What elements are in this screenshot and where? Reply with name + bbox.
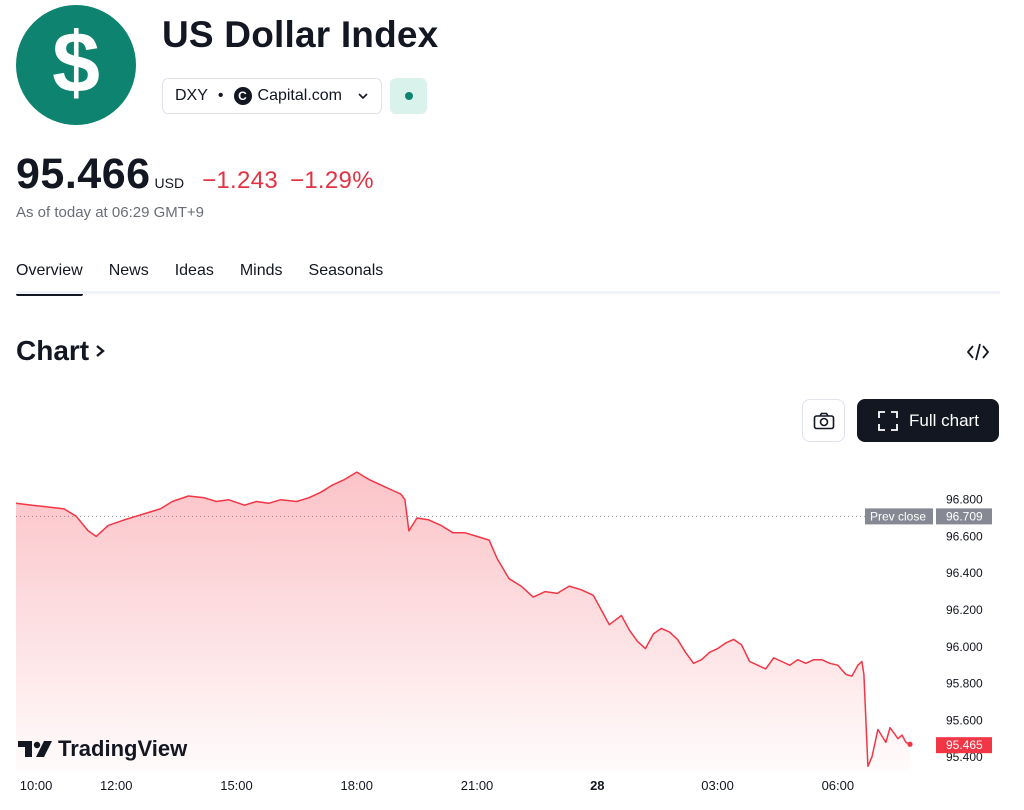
tradingview-logo-icon [18,741,52,757]
y-tick-label: 96.200 [946,603,983,617]
x-tick-label: 03:00 [701,778,734,793]
page-title: US Dollar Index [162,14,439,55]
x-tick-label: 28 [590,778,604,793]
y-tick-label: 95.800 [946,677,983,691]
x-tick-label: 15:00 [220,778,253,793]
price-chart[interactable]: 96.800 96.600 96.400 96.200 96.000 95.800 95.6… [0,450,1024,810]
x-tick-label: 21:00 [461,778,494,793]
chevron-down-icon [358,93,368,100]
fullscreen-icon [878,410,898,431]
tab-news[interactable]: News [108,262,149,279]
exchange-name: Capital.com [257,87,342,104]
chart-section-link[interactable]: Chart [16,335,107,367]
full-chart-label: Full chart [909,410,979,430]
separator-dot: • [217,87,224,104]
tab-divider [16,291,1000,294]
code-icon[interactable] [964,338,992,366]
y-tick-label: 96.800 [946,493,983,507]
exchange-logo-icon: C [233,87,252,105]
snapshot-button[interactable] [802,399,845,442]
currency: USD [154,175,185,191]
x-tick-label: 06:00 [822,778,855,793]
x-tick-label: 10:00 [20,778,53,793]
symbol-exchange-selector[interactable]: DXY • C Capital.com [162,78,382,114]
dollar-logo-symbol: $ [52,15,100,111]
full-chart-button[interactable]: Full chart [857,399,999,442]
prev-close-name: Prev close [870,509,926,523]
last-price: 95.466 [16,150,151,198]
price-area-fill [16,472,910,770]
tab-ideas[interactable]: Ideas [174,262,214,279]
dollar-logo: $ [16,5,136,125]
chart-heading-text: Chart [16,335,90,366]
ticker-symbol: DXY [175,87,208,104]
x-tick-label: 18:00 [340,778,373,793]
prev-close-label: Prev close 96.709 [865,508,992,525]
tradingview-brand-text: TradingView [58,736,188,761]
market-status-indicator[interactable] [390,78,427,114]
chevron-right-icon [96,345,105,357]
tab-minds[interactable]: Minds [239,262,283,279]
last-price-value: 95.465 [946,738,983,752]
y-tick-label: 96.600 [946,529,983,543]
y-tick-label: 95.600 [946,713,983,727]
tradingview-brand[interactable]: TradingView [18,736,187,762]
tab-bar: Overview News Ideas Minds Seasonals [16,262,384,296]
y-tick-label: 96.400 [946,566,983,580]
tab-overview[interactable]: Overview [16,262,83,296]
price-change: −1.243 [202,167,278,194]
last-price-label: 95.465 [936,737,992,754]
y-tick-label: 96.000 [946,640,983,654]
quote-row: 95.466 USD −1.243 −1.29% [16,150,374,199]
y-tick-label: 95.400 [946,750,983,764]
camera-icon [813,412,834,429]
prev-close-value: 96.709 [946,509,983,523]
price-series-line [15,471,911,768]
as-of-timestamp: As of today at 06:29 GMT+9 [16,204,205,221]
tab-seasonals[interactable]: Seasonals [308,262,384,279]
x-tick-label: 12:00 [100,778,133,793]
last-price-dot [907,741,913,747]
status-dot-icon [404,92,413,100]
price-change-percent: −1.29% [289,167,374,194]
